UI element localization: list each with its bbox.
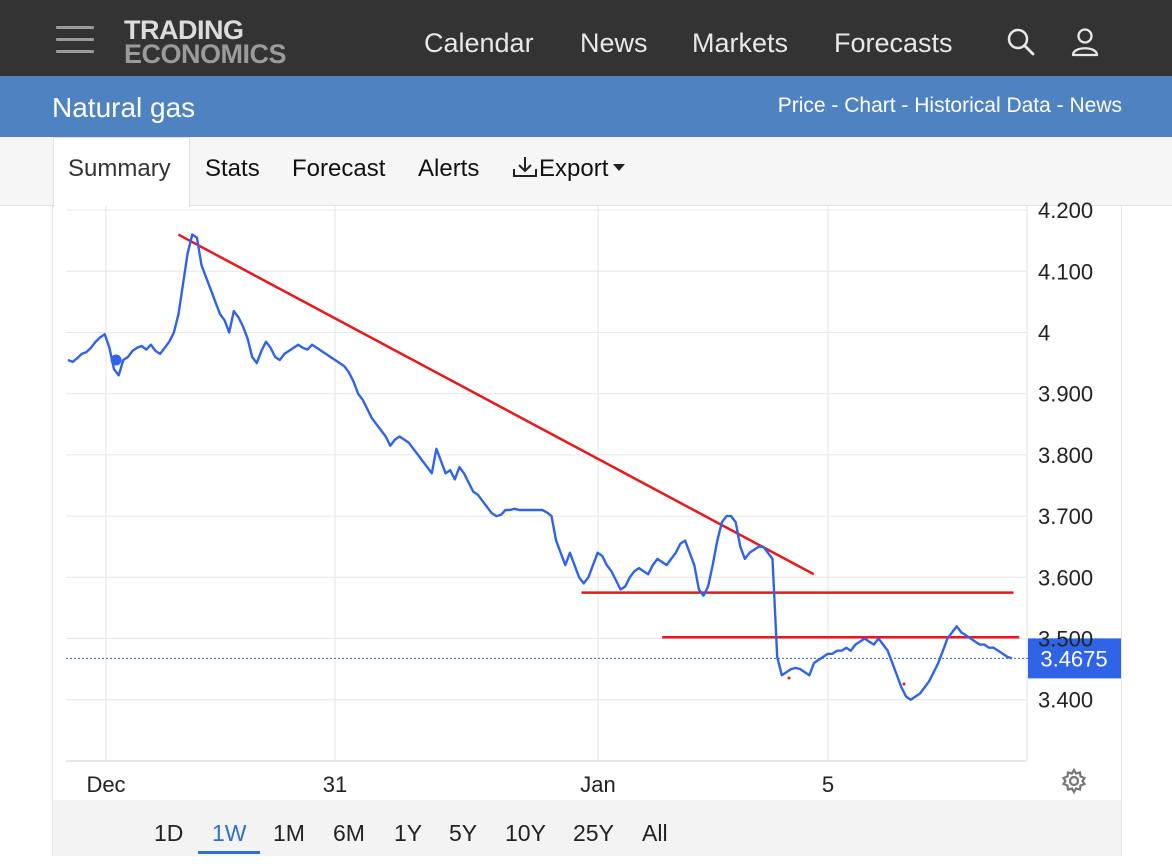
export-button[interactable]: Export xyxy=(511,155,627,183)
range-6m[interactable]: 6M xyxy=(333,820,365,846)
tab-stats[interactable]: Stats xyxy=(205,155,260,182)
crumb-historical-data[interactable]: Historical Data xyxy=(914,94,1051,117)
trading-economics-logo[interactable]: TRADING ECONOMICS xyxy=(124,15,287,69)
crumb-price[interactable]: Price xyxy=(777,94,826,117)
nav-forecasts[interactable]: Forecasts xyxy=(834,28,953,58)
title-bar xyxy=(0,76,1172,137)
tab-active-background xyxy=(53,137,190,207)
caret-down-icon xyxy=(613,164,626,171)
range-5y[interactable]: 5Y xyxy=(449,820,478,846)
nav-calendar[interactable]: Calendar xyxy=(424,28,534,58)
user-icon[interactable] xyxy=(1070,26,1100,58)
range-25y[interactable]: 25Y xyxy=(573,820,614,846)
crumb-chart[interactable]: Chart xyxy=(844,94,896,117)
breadcrumb: Price - Chart - Historical Data - News xyxy=(777,94,1122,117)
tab-summary[interactable]: Summary xyxy=(68,155,171,182)
range-1d[interactable]: 1D xyxy=(154,820,184,846)
tab-bar xyxy=(0,137,1172,206)
crumb-news[interactable]: News xyxy=(1069,94,1122,117)
search-icon[interactable] xyxy=(1006,26,1036,58)
range-active-underline xyxy=(198,851,260,854)
top-navbar xyxy=(0,0,1172,76)
tab-forecast[interactable]: Forecast xyxy=(292,155,386,182)
range-selector xyxy=(53,800,1121,856)
range-1y[interactable]: 1Y xyxy=(394,820,423,846)
chart-settings-gear-icon[interactable] xyxy=(1060,767,1088,795)
hamburger-menu-icon[interactable] xyxy=(56,26,94,54)
nav-news[interactable]: News xyxy=(580,28,648,58)
range-all[interactable]: All xyxy=(642,820,668,846)
nav-markets[interactable]: Markets xyxy=(692,28,789,58)
download-icon xyxy=(513,157,537,177)
page-title: Natural gas xyxy=(52,92,196,123)
range-1w[interactable]: 1W xyxy=(212,820,247,846)
chart-frame xyxy=(52,206,1122,856)
range-10y[interactable]: 10Y xyxy=(505,820,546,846)
tab-alerts[interactable]: Alerts xyxy=(418,155,480,182)
range-1m[interactable]: 1M xyxy=(273,820,305,846)
